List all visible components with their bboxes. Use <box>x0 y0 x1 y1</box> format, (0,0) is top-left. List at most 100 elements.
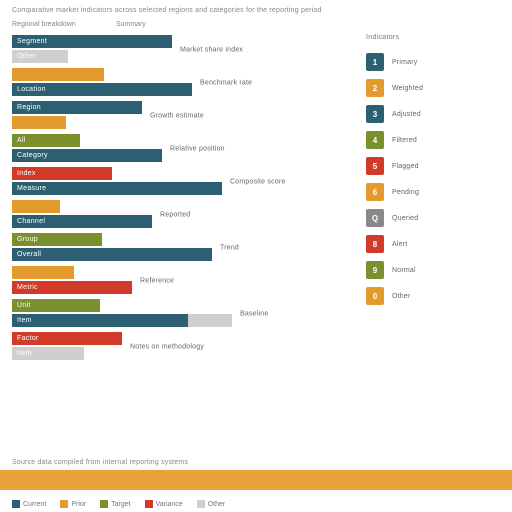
bar-bottom: Channel <box>12 215 152 228</box>
legend-swatch <box>145 500 153 508</box>
bar-bottom: Category <box>12 149 162 162</box>
bar-label: Unit <box>12 302 31 309</box>
bar-top <box>12 68 104 81</box>
indicator-label: Alert <box>392 241 407 248</box>
indicator-badge: 3 <box>366 105 384 123</box>
bar-label: Segment <box>12 38 47 45</box>
indicator-badge: 0 <box>366 287 384 305</box>
bar-top: Unit <box>12 299 100 312</box>
bar-top: Group <box>12 233 102 246</box>
indicator-row: 8 Alert <box>366 231 512 257</box>
indicator-badge: 5 <box>366 157 384 175</box>
bar-bottom: Metric <box>12 281 132 294</box>
indicator-badge: 8 <box>366 235 384 253</box>
indicator-label: Other <box>392 293 411 300</box>
bar-bottom: Location <box>12 83 192 96</box>
legend-label: Current <box>23 501 46 508</box>
bar-label: Category <box>12 152 48 159</box>
bar-annotation: Notes on methodology <box>130 343 204 350</box>
indicator-row: 4 Filtered <box>366 127 512 153</box>
bar-annotation: Reference <box>140 277 174 284</box>
bar-bottom: Overall <box>12 248 212 261</box>
bar-top: All <box>12 134 80 147</box>
bar-annotation: Relative position <box>170 145 225 152</box>
legend-item: Current <box>12 500 46 508</box>
subheader-1: Regional breakdown <box>12 21 76 28</box>
indicator-badge: 9 <box>366 261 384 279</box>
bar-top <box>12 200 60 213</box>
subheader-row: Regional breakdown Summary <box>0 19 512 34</box>
bar-label: All <box>12 137 26 144</box>
bar-annotation: Baseline <box>240 310 268 317</box>
bar-chart: Segment Other Market share index Location Be… <box>12 34 342 364</box>
bar-label: Region <box>12 104 41 111</box>
bar-bottom: Other <box>12 50 68 63</box>
footer-note: Source data compiled from internal repor… <box>12 459 188 466</box>
bar-label: Item <box>12 350 32 357</box>
indicator-label: Primary <box>392 59 418 66</box>
bar-annotation: Composite score <box>230 178 286 185</box>
legend-label: Other <box>208 501 226 508</box>
indicator-label: Filtered <box>392 137 417 144</box>
bar-label: Overall <box>12 251 41 258</box>
chart-row: Channel Reported <box>12 199 342 230</box>
chart-row: Index Measure Composite score <box>12 166 342 197</box>
header-text: Comparative market indicators across sel… <box>0 0 512 19</box>
indicator-row: 1 Primary <box>366 49 512 75</box>
legend-label: Variance <box>156 501 183 508</box>
chart-row: Segment Other Market share index <box>12 34 342 65</box>
indicator-badge: 4 <box>366 131 384 149</box>
indicator-label: Pending <box>392 189 419 196</box>
bar-label: Other <box>12 53 36 60</box>
chart-row: Location Benchmark rate <box>12 67 342 98</box>
bar-label: Channel <box>12 218 45 225</box>
bar-bottom <box>12 116 66 129</box>
bar-annotation: Market share index <box>180 46 243 53</box>
indicator-label: Queried <box>392 215 418 222</box>
indicator-row: 9 Normal <box>366 257 512 283</box>
bar-label: Item <box>12 317 32 324</box>
bar-bottom: Item <box>12 347 84 360</box>
bar-bottom: Item <box>12 314 188 327</box>
bar-label: Measure <box>12 185 46 192</box>
indicator-badge: 2 <box>366 79 384 97</box>
bar-label: Location <box>12 86 46 93</box>
indicator-row: Q Queried <box>366 205 512 231</box>
bar-label: Metric <box>12 284 38 291</box>
legend-label: Prior <box>71 501 86 508</box>
legend-swatch <box>60 500 68 508</box>
bar-label: Group <box>12 236 38 243</box>
legend-swatch <box>12 500 20 508</box>
bar-annotation: Growth estimate <box>150 112 204 119</box>
right-panel-header: Indicators <box>366 34 512 41</box>
chart-row: Factor Item Notes on methodology <box>12 331 342 362</box>
bar-annotation: Benchmark rate <box>200 79 252 86</box>
indicator-label: Weighted <box>392 85 423 92</box>
bar-top: Factor <box>12 332 122 345</box>
footer-legend: Current Prior Target Variance Other <box>12 500 500 508</box>
right-panel: Indicators 1Primary2Weighted3Adjusted4Fi… <box>342 34 512 364</box>
chart-row: Group Overall Trend <box>12 232 342 263</box>
legend-label: Target <box>111 501 130 508</box>
footer-band <box>0 470 512 490</box>
indicator-row: 6 Pending <box>366 179 512 205</box>
bar-label: Factor <box>12 335 39 342</box>
legend-item: Target <box>100 500 130 508</box>
legend-item: Prior <box>60 500 86 508</box>
indicator-row: 5Flagged <box>366 153 512 179</box>
indicator-badge: Q <box>366 209 384 227</box>
chart-row: Metric Reference <box>12 265 342 296</box>
bar-label: Index <box>12 170 36 177</box>
chart-row: Unit Item Baseline <box>12 298 342 329</box>
subheader-2: Summary <box>116 21 146 28</box>
bar-annotation: Trend <box>220 244 239 251</box>
bar-top: Segment <box>12 35 172 48</box>
legend-item: Other <box>197 500 226 508</box>
bar-annotation: Reported <box>160 211 190 218</box>
indicator-badge: 1 <box>366 53 384 71</box>
indicator-label: Normal <box>392 267 416 274</box>
indicator-badge: 6 <box>366 183 384 201</box>
bar-top: Region <box>12 101 142 114</box>
bar-bottom: Measure <box>12 182 222 195</box>
chart-row: Region Growth estimate <box>12 100 342 131</box>
